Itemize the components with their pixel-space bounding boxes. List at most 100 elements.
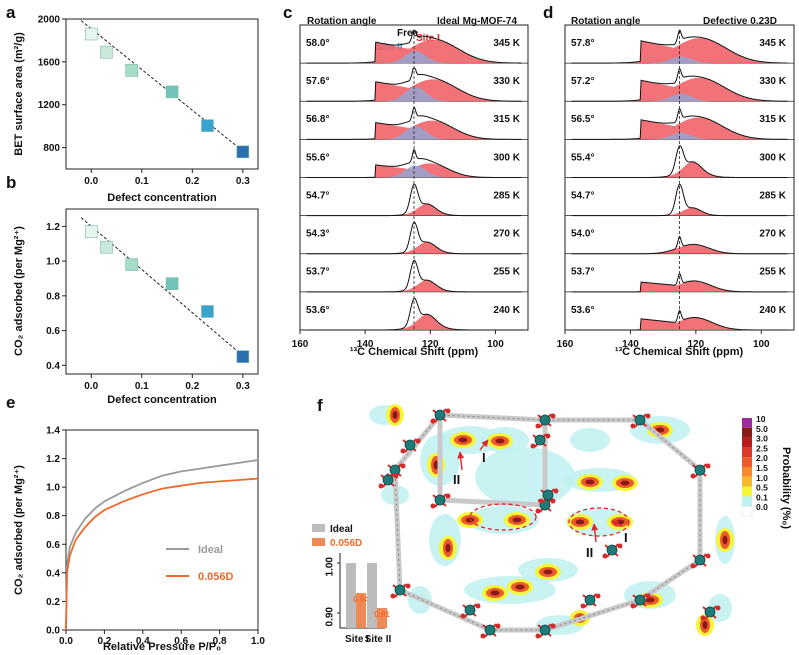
temperature-label: 240 K [493,305,520,316]
data-point [201,305,214,318]
colorbar-cell [742,437,752,448]
panel-label-c: c [283,3,292,22]
y-tick-label: 0.4 [46,361,60,372]
colorbar-level: 5.0 [756,424,768,434]
mof-metal-atom [389,464,401,476]
y-ticks: 0.0 0.2 0.4 0.6 0.8 1.0 1.2 1.4 [46,426,66,637]
mof-oxygen-atom [530,443,536,449]
rotation-angle-label: 53.7° [571,267,594,278]
inset-legend-swatch-defect [312,538,325,546]
site-i-fill [306,280,522,292]
mof-metal-atom [394,584,406,596]
chart-a: 0.0 0.1 0.2 0.3 800 1200 1600 2000 Defect conc… [13,15,259,204]
x-tick-label: 0.3 [236,176,250,187]
x-tick-label: 0.8 [213,636,227,647]
arrow-site-ii-top [457,451,465,471]
site-highlight-right [568,507,630,537]
temperature-label: 300 K [493,152,520,163]
data-point [84,27,98,41]
colorbar-cell [742,486,752,497]
mof-metal-atom [606,544,618,556]
y-tick-label: 1.0 [46,483,60,494]
temperature-label: 270 K [759,229,786,240]
mof-metal-atom [382,474,394,486]
panel-label-a: a [6,3,16,22]
colorbar-level: 2.5 [756,443,768,453]
mof-metal-atom [584,594,596,606]
temperature-label: 330 K [759,76,786,87]
y-tick-label: 0.0 [46,626,60,637]
colorbar-level: 3.0 [756,434,768,444]
y-tick-label: 0.2 [46,597,60,608]
y-tick-label: 800 [43,143,60,154]
y-ticks: 0.4 0.6 0.8 1.0 1.2 [46,222,66,372]
mof-metal-atom [539,624,551,636]
y-axis-label: BET surface area (m²/g) [13,32,25,156]
mof-oxygen-atom [430,418,436,424]
mof-oxygen-atom [550,623,556,629]
temperature-label: 285 K [493,190,520,201]
mof-oxygen-atom [535,508,541,514]
spectrum-line [571,145,788,178]
nmr-title: Defective 0.23D [703,16,777,27]
spectrum-line [306,148,522,178]
data-points [84,27,250,159]
inset-bar-label: 0.94 [353,595,369,604]
mof-oxygen-atom [580,603,586,609]
rotation-angle-label: 54.7° [571,190,594,201]
colorbar-level: 1.0 [756,473,768,483]
inset-bar [356,593,366,628]
mof-oxygen-atom [535,633,541,639]
y-tick-label: 0.4 [46,568,60,579]
x-tick-label: 0.0 [84,381,98,392]
rotation-angle-label: 53.6° [306,305,329,316]
probability-cloud-peak [702,621,708,629]
temperature-label: 255 K [759,267,786,278]
y-tick-label: 1.4 [46,426,60,437]
rotation-angle-label: 56.5° [571,114,594,125]
rotation-angle-header: Rotation angle [307,16,377,27]
mof-oxygen-atom [393,473,399,479]
y-tick-label: 1200 [38,100,61,111]
rotation-angle-header: Rotation angle [571,16,641,27]
x-tick-label: 0.2 [97,636,111,647]
colorbar-level: 0.1 [756,492,768,502]
x-tick-label: 120 [688,339,705,350]
site-i-marker-bottom: I [624,530,628,545]
mof-oxygen-atom [595,593,601,599]
mof-oxygen-atom [400,448,406,454]
data-points [84,225,250,363]
mof-metal-atom [704,606,716,618]
x-tick-label: 0.0 [84,176,98,187]
mof-oxygen-atom [535,423,541,429]
fit-line [80,20,249,156]
temperature-label: 285 K [759,190,786,201]
colorbar-level: 10 [756,414,766,424]
mof-oxygen-atom [545,433,551,439]
probability-cloud-peak [392,411,398,419]
mof-oxygen-atom [690,473,696,479]
x-axis-label: Defect concentration [107,192,217,204]
x-tick-label: 120 [422,339,439,350]
x-tick-label: 0.2 [185,381,199,392]
site-i-fill [571,244,788,254]
chart-d: Rotation angle Defective 0.23D 57.8° 345 … [557,16,795,358]
mof-inner-linker [437,415,548,508]
panel-label-d: d [543,3,553,22]
mof-oxygen-atom [630,423,636,429]
mof-oxygen-atom [602,553,608,559]
mof-oxygen-atom [645,413,651,419]
rotation-angle-label: 54.0° [571,229,594,240]
site-i-label: Site I [416,33,440,44]
mof-metal-atom [694,464,706,476]
spectrum-line [571,183,788,217]
inset-bar [377,608,387,628]
inset-cat-site-i: Site I [345,634,369,645]
legend-ideal: Ideal [198,544,223,556]
x-ticks: 0.0 0.1 0.2 0.3 [84,169,250,187]
probability-cloud-peak [495,438,505,444]
temperature-label: 315 K [759,114,786,125]
colorbar-level: 2.0 [756,453,768,463]
mof-oxygen-atom [445,408,451,414]
